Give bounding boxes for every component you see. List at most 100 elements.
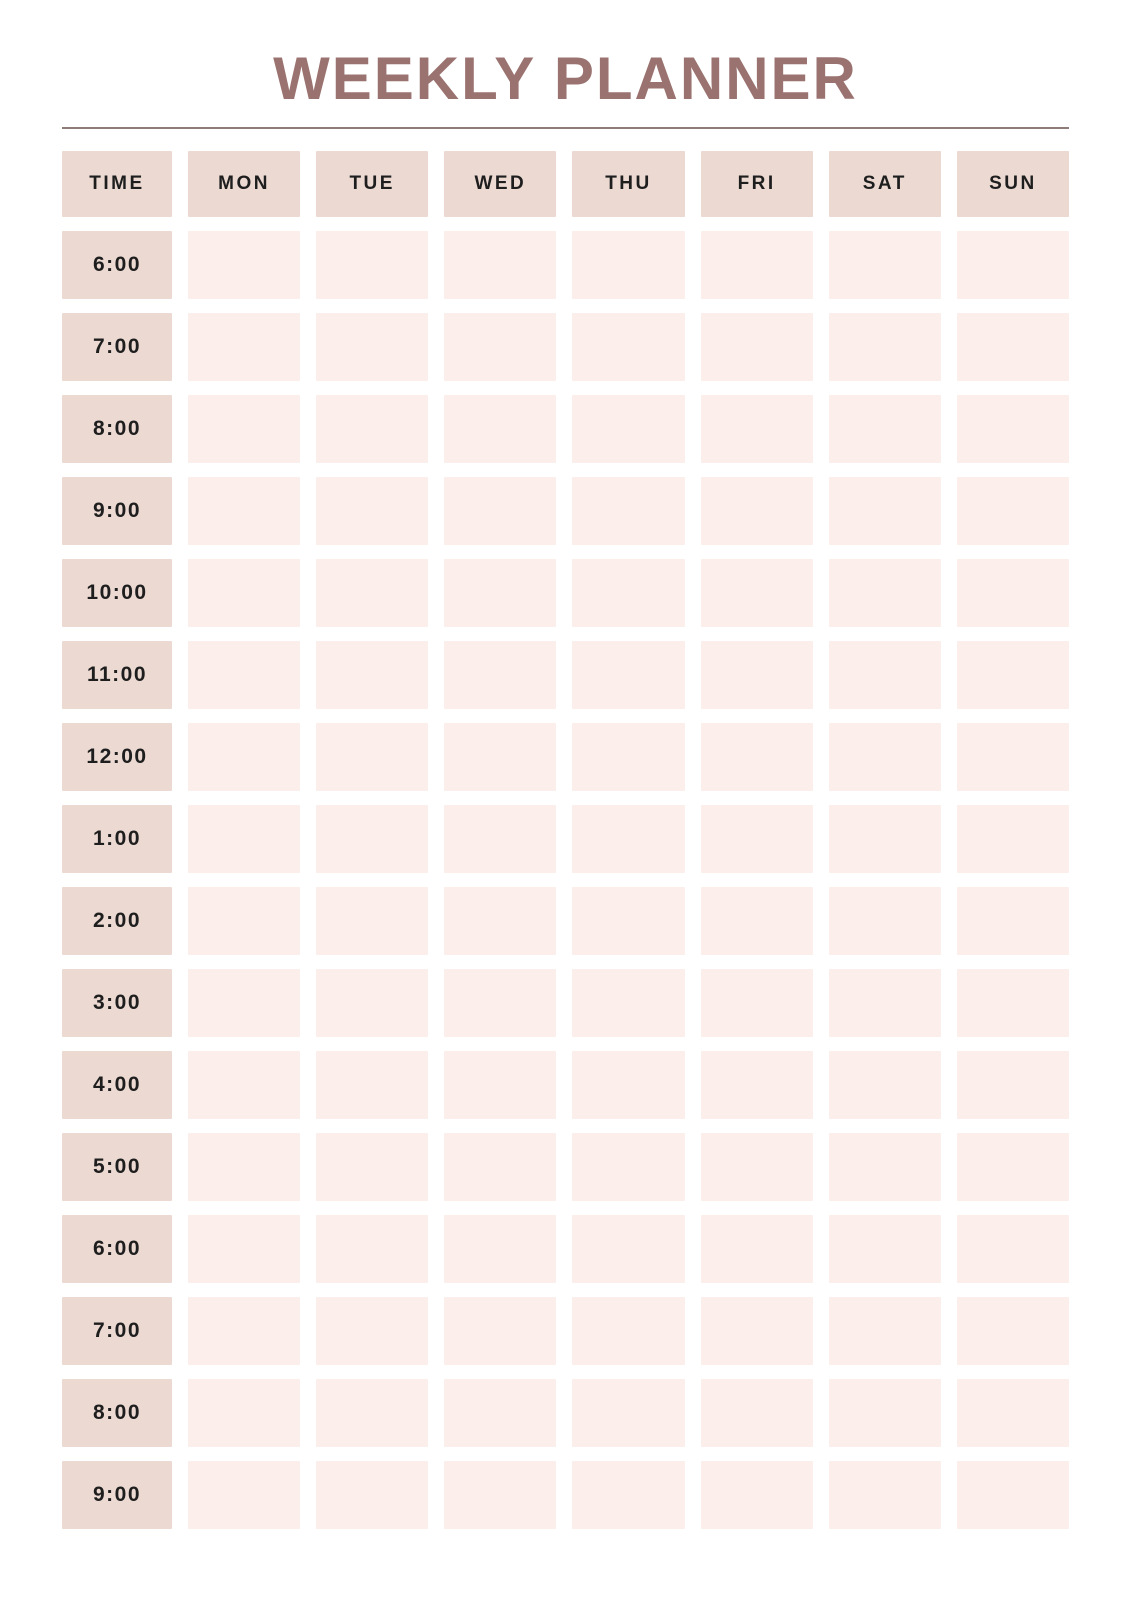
planner-cell-wed-row-3[interactable] <box>444 395 557 463</box>
planner-cell-mon-row-7[interactable] <box>188 723 301 791</box>
planner-cell-wed-row-15[interactable] <box>444 1379 557 1447</box>
planner-cell-sun-row-12[interactable] <box>956 1133 1069 1201</box>
planner-cell-mon-row-11[interactable] <box>188 1051 301 1119</box>
planner-cell-sun-row-2[interactable] <box>956 313 1069 381</box>
planner-cell-mon-row-8[interactable] <box>188 805 301 873</box>
planner-cell-fri-row-14[interactable] <box>700 1297 813 1365</box>
planner-cell-mon-row-10[interactable] <box>188 969 301 1037</box>
planner-cell-fri-row-11[interactable] <box>700 1051 813 1119</box>
planner-cell-thu-row-3[interactable] <box>572 395 685 463</box>
planner-cell-sat-row-5[interactable] <box>828 559 941 627</box>
planner-cell-thu-row-14[interactable] <box>572 1297 685 1365</box>
planner-cell-fri-row-1[interactable] <box>700 231 813 299</box>
planner-cell-wed-row-13[interactable] <box>444 1215 557 1283</box>
planner-cell-sun-row-9[interactable] <box>956 887 1069 955</box>
planner-cell-fri-row-10[interactable] <box>700 969 813 1037</box>
planner-cell-tue-row-12[interactable] <box>316 1133 429 1201</box>
planner-cell-fri-row-5[interactable] <box>700 559 813 627</box>
planner-cell-wed-row-9[interactable] <box>444 887 557 955</box>
planner-cell-thu-row-2[interactable] <box>572 313 685 381</box>
planner-cell-wed-row-6[interactable] <box>444 641 557 709</box>
planner-cell-wed-row-1[interactable] <box>444 231 557 299</box>
planner-cell-thu-row-8[interactable] <box>572 805 685 873</box>
planner-cell-sat-row-15[interactable] <box>828 1379 941 1447</box>
planner-cell-tue-row-13[interactable] <box>316 1215 429 1283</box>
planner-cell-sat-row-13[interactable] <box>828 1215 941 1283</box>
planner-cell-wed-row-14[interactable] <box>444 1297 557 1365</box>
planner-cell-fri-row-15[interactable] <box>700 1379 813 1447</box>
planner-cell-tue-row-15[interactable] <box>316 1379 429 1447</box>
planner-cell-fri-row-12[interactable] <box>700 1133 813 1201</box>
planner-cell-tue-row-11[interactable] <box>316 1051 429 1119</box>
planner-cell-sat-row-1[interactable] <box>828 231 941 299</box>
planner-cell-tue-row-5[interactable] <box>316 559 429 627</box>
planner-cell-sun-row-13[interactable] <box>956 1215 1069 1283</box>
planner-cell-mon-row-13[interactable] <box>188 1215 301 1283</box>
planner-cell-wed-row-8[interactable] <box>444 805 557 873</box>
planner-cell-mon-row-15[interactable] <box>188 1379 301 1447</box>
planner-cell-wed-row-12[interactable] <box>444 1133 557 1201</box>
planner-cell-thu-row-5[interactable] <box>572 559 685 627</box>
planner-cell-wed-row-16[interactable] <box>444 1461 557 1529</box>
planner-cell-thu-row-9[interactable] <box>572 887 685 955</box>
planner-cell-tue-row-3[interactable] <box>316 395 429 463</box>
planner-cell-sun-row-16[interactable] <box>956 1461 1069 1529</box>
planner-cell-wed-row-10[interactable] <box>444 969 557 1037</box>
planner-cell-sun-row-6[interactable] <box>956 641 1069 709</box>
planner-cell-mon-row-4[interactable] <box>188 477 301 545</box>
planner-cell-tue-row-14[interactable] <box>316 1297 429 1365</box>
planner-cell-fri-row-2[interactable] <box>700 313 813 381</box>
planner-cell-sat-row-7[interactable] <box>828 723 941 791</box>
planner-cell-sun-row-10[interactable] <box>956 969 1069 1037</box>
planner-cell-sun-row-7[interactable] <box>956 723 1069 791</box>
planner-cell-wed-row-5[interactable] <box>444 559 557 627</box>
planner-cell-mon-row-12[interactable] <box>188 1133 301 1201</box>
planner-cell-sat-row-4[interactable] <box>828 477 941 545</box>
planner-cell-sat-row-8[interactable] <box>828 805 941 873</box>
planner-cell-sun-row-15[interactable] <box>956 1379 1069 1447</box>
planner-cell-mon-row-6[interactable] <box>188 641 301 709</box>
planner-cell-fri-row-8[interactable] <box>700 805 813 873</box>
planner-cell-wed-row-2[interactable] <box>444 313 557 381</box>
planner-cell-tue-row-4[interactable] <box>316 477 429 545</box>
planner-cell-wed-row-11[interactable] <box>444 1051 557 1119</box>
planner-cell-thu-row-1[interactable] <box>572 231 685 299</box>
planner-cell-mon-row-1[interactable] <box>188 231 301 299</box>
planner-cell-tue-row-7[interactable] <box>316 723 429 791</box>
planner-cell-thu-row-10[interactable] <box>572 969 685 1037</box>
planner-cell-sun-row-8[interactable] <box>956 805 1069 873</box>
planner-cell-fri-row-6[interactable] <box>700 641 813 709</box>
planner-cell-thu-row-7[interactable] <box>572 723 685 791</box>
planner-cell-tue-row-8[interactable] <box>316 805 429 873</box>
planner-cell-tue-row-9[interactable] <box>316 887 429 955</box>
planner-cell-thu-row-15[interactable] <box>572 1379 685 1447</box>
planner-cell-sun-row-3[interactable] <box>956 395 1069 463</box>
planner-cell-thu-row-12[interactable] <box>572 1133 685 1201</box>
planner-cell-mon-row-2[interactable] <box>188 313 301 381</box>
planner-cell-fri-row-16[interactable] <box>700 1461 813 1529</box>
planner-cell-thu-row-4[interactable] <box>572 477 685 545</box>
planner-cell-sat-row-12[interactable] <box>828 1133 941 1201</box>
planner-cell-thu-row-6[interactable] <box>572 641 685 709</box>
planner-cell-mon-row-9[interactable] <box>188 887 301 955</box>
planner-cell-sat-row-14[interactable] <box>828 1297 941 1365</box>
planner-cell-wed-row-7[interactable] <box>444 723 557 791</box>
planner-cell-fri-row-7[interactable] <box>700 723 813 791</box>
planner-cell-tue-row-16[interactable] <box>316 1461 429 1529</box>
planner-cell-fri-row-13[interactable] <box>700 1215 813 1283</box>
planner-cell-sat-row-9[interactable] <box>828 887 941 955</box>
planner-cell-thu-row-11[interactable] <box>572 1051 685 1119</box>
planner-cell-sun-row-14[interactable] <box>956 1297 1069 1365</box>
planner-cell-sat-row-2[interactable] <box>828 313 941 381</box>
planner-cell-sat-row-16[interactable] <box>828 1461 941 1529</box>
planner-cell-tue-row-6[interactable] <box>316 641 429 709</box>
planner-cell-mon-row-16[interactable] <box>188 1461 301 1529</box>
planner-cell-mon-row-3[interactable] <box>188 395 301 463</box>
planner-cell-sat-row-11[interactable] <box>828 1051 941 1119</box>
planner-cell-thu-row-16[interactable] <box>572 1461 685 1529</box>
planner-cell-sun-row-1[interactable] <box>956 231 1069 299</box>
planner-cell-mon-row-5[interactable] <box>188 559 301 627</box>
planner-cell-mon-row-14[interactable] <box>188 1297 301 1365</box>
planner-cell-tue-row-10[interactable] <box>316 969 429 1037</box>
planner-cell-wed-row-4[interactable] <box>444 477 557 545</box>
